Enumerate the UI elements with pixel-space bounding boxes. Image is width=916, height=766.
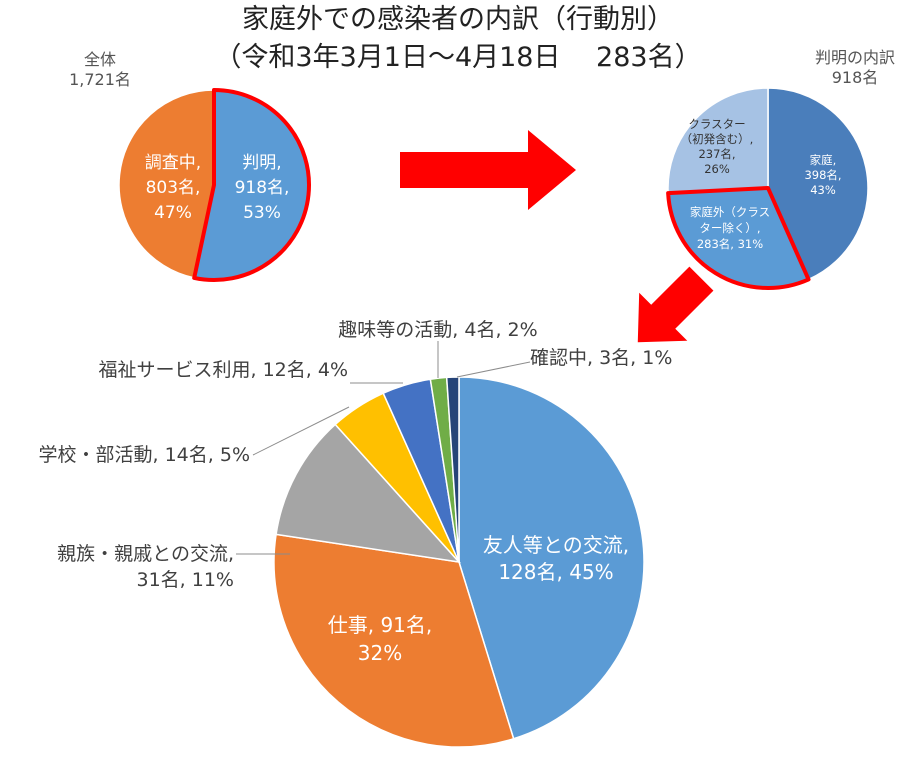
pie-detail-label-5: 趣味等の活動, 4名, 2% [338,319,537,341]
chart-subtitle: （令和3年3月1日～4月18日 283名） [214,42,702,73]
pie-breakdown-label-1: 家庭外（クラスター除く）, 283名, 31% [690,205,770,251]
pie-overall-highlight-outline-0 [192,88,311,282]
pie-breakdown-label-2: クラスター（初発含む）, 237名, 26% [681,117,754,176]
pie-detail-leader-line-3 [252,406,350,456]
pie-detail-slice-1 [273,533,515,748]
pie-detail-label-1: 仕事, 91名, 32% [328,613,433,665]
pie-detail-label-0: 友人等との交流, 128名, 45% [483,533,629,584]
pie-overall-label-0: 判明, 918名, 53% [235,153,290,223]
pie-detail-slice-0 [458,376,645,740]
pie-overall-label-1: 調査中, 803名, 47% [145,153,201,223]
right-arrow-icon [400,130,576,210]
pie-detail-label-4: 福祉サービス利用, 12名, 4% [99,359,348,381]
pie-overall-slice-1 [118,89,215,279]
pie-detail-label-3: 学校・部活動, 14名, 5% [39,444,250,466]
pie-detail-label-2: 親族・親戚との交流, 31名, 11% [57,543,234,591]
pie-detail-leader-line-6 [456,361,531,378]
diagonal-arrow-icon [637,266,714,343]
pie-detail-label-6: 確認中, 3名, 1% [530,347,672,369]
pie-breakdown-slice-2 [667,87,769,194]
pie-overall-title: 全体 1,721名 [69,50,131,89]
pie-breakdown-slice-0 [767,87,869,281]
pie-detail-slice-2 [275,423,461,564]
pie-breakdown-highlight-outline-1 [666,186,811,290]
pie-breakdown-label-0: 家庭, 398名, 43% [804,153,841,197]
pie-breakdown-title: 判明の内訳 918名 [815,48,895,87]
chart-title: 家庭外での感染者の内訳（行動別） [242,4,674,35]
